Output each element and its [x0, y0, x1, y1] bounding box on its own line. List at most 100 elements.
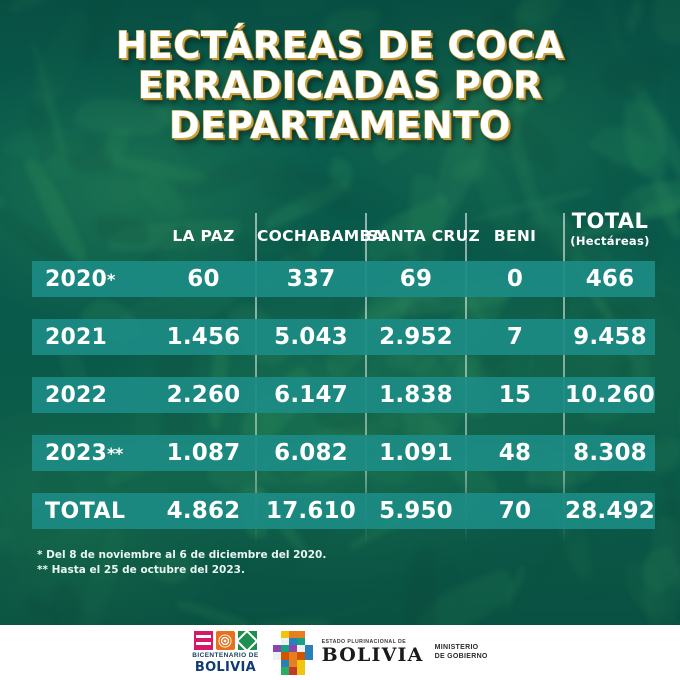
column-header-cochabamba: COCHABAMBA	[257, 227, 384, 245]
cell-year: 2022	[45, 382, 108, 408]
table-body: 2020 * 60 337 69 0 466 2021 1.456 5.043 2.952 7 9.45…	[0, 257, 680, 547]
row-highlight-band	[32, 493, 655, 529]
emblem-diamond-icon	[237, 631, 257, 650]
row-highlight-band	[32, 377, 655, 413]
cell-santacruz: 5.950	[379, 498, 453, 524]
table-header-row: LA PAZ COCHABAMBA SANTA CRUZ BENI TOTAL (Hect…	[0, 205, 680, 257]
cell-beni: 15	[498, 382, 532, 408]
bicentenario-logo: BICENTENARIO DE BOLIVIA	[192, 631, 258, 674]
gobierno-label-main: BOLIVIA	[321, 644, 424, 667]
wiphala-cell	[280, 667, 289, 675]
cell-santacruz: 2.952	[379, 324, 453, 350]
emblem-spiral-icon	[215, 631, 235, 650]
footnote-1: * Del 8 de noviembre al 6 de diciembre d…	[37, 549, 327, 561]
ministry-line-1: MINISTERIO	[434, 644, 479, 652]
wiphala-cell	[297, 659, 306, 668]
cell-year: TOTAL	[45, 498, 126, 524]
wiphala-cell	[305, 645, 314, 654]
column-header-label: COCHABAMBA	[257, 227, 384, 245]
wiphala-cell	[297, 630, 306, 639]
cell-lapaz: 4.862	[166, 498, 241, 524]
wiphala-cell	[289, 652, 297, 661]
cell-lapaz: 2.260	[166, 382, 241, 408]
cell-cochabamba: 6.082	[274, 440, 348, 466]
table-row: 2022 2.260 6.147 1.838 15 10.260	[0, 373, 680, 431]
bicentenario-label-top: BICENTENARIO DE	[192, 652, 259, 659]
row-highlight-band	[32, 435, 655, 471]
cell-total: 466	[585, 266, 635, 292]
title-line-3: DEPARTAMENTO	[168, 104, 511, 147]
cell-santacruz: 69	[399, 266, 433, 292]
wiphala-cell	[297, 645, 306, 654]
wiphala-cell	[289, 630, 297, 639]
cell-beni: 7	[506, 324, 524, 350]
wiphala-cell	[280, 630, 289, 639]
wiphala-cell	[272, 652, 281, 661]
row-highlight-band	[32, 319, 655, 355]
footnotes: * Del 8 de noviembre al 6 de diciembre d…	[37, 548, 326, 577]
wiphala-cell	[272, 645, 281, 654]
cell-year: 2023 **	[45, 440, 123, 466]
cell-total: 8.308	[573, 440, 647, 466]
wiphala-cell	[289, 659, 297, 668]
column-header-label: SANTA CRUZ	[367, 227, 481, 245]
wiphala-cell	[280, 645, 289, 654]
title-line-1: HECTÁREAS DE COCA	[115, 24, 565, 67]
data-table: LA PAZ COCHABAMBA SANTA CRUZ BENI TOTAL (Hect…	[0, 205, 680, 547]
gobierno-logo: ESTADO PLURINACIONAL DE BOLIVIA MINISTER…	[272, 630, 488, 675]
emblem-textile-icon	[193, 631, 213, 650]
cell-beni: 70	[498, 498, 532, 524]
column-header-label: TOTAL	[571, 209, 649, 233]
wiphala-cell	[280, 652, 289, 661]
column-header-label: BENI	[493, 227, 537, 245]
cell-cochabamba: 17.610	[266, 498, 356, 524]
cell-year: 2020 *	[45, 266, 115, 292]
wiphala-cell	[305, 652, 314, 661]
row-highlight-band	[32, 261, 655, 297]
cell-lapaz: 60	[187, 266, 220, 292]
cell-total: 10.260	[565, 382, 655, 408]
wiphala-cell	[289, 667, 297, 675]
cell-santacruz: 1.091	[379, 440, 453, 466]
title-line-2: ERRADICADAS POR	[137, 64, 543, 107]
wiphala-cross-icon	[272, 630, 315, 675]
column-header-total: TOTAL (Hectáreas)	[565, 209, 655, 248]
footnote-marker: *	[107, 269, 115, 289]
table-row: 2020 * 60 337 69 0 466	[0, 257, 680, 315]
cell-total: 28.492	[565, 498, 655, 524]
wiphala-cell	[289, 645, 297, 654]
wiphala-cell	[280, 637, 289, 646]
footer-logo-bar: BICENTENARIO DE BOLIVIA ESTADO PLURINACI…	[0, 625, 680, 680]
column-header-santacruz: SANTA CRUZ	[367, 227, 481, 245]
table-row: 2023 ** 1.087 6.082 1.091 48 8.308	[0, 431, 680, 489]
bicentenario-label-bottom: BOLIVIA	[194, 660, 257, 675]
cell-santacruz: 1.838	[379, 382, 453, 408]
ministry-wordmark: MINISTERIO DE GOBIERNO	[435, 644, 488, 660]
cell-total: 9.458	[573, 324, 647, 350]
bicentenario-emblem-icon	[193, 631, 257, 650]
gobierno-wordmark: ESTADO PLURINACIONAL DE BOLIVIA	[321, 638, 424, 667]
gobierno-label-top: ESTADO PLURINACIONAL DE	[321, 638, 407, 645]
wiphala-cell	[297, 637, 306, 646]
wiphala-cell	[289, 637, 297, 646]
wiphala-cell	[297, 667, 306, 675]
column-header-label: LA PAZ	[172, 227, 235, 245]
column-header-sublabel: (Hectáreas)	[570, 234, 650, 248]
table-row: TOTAL 4.862 17.610 5.950 70 28.492	[0, 489, 680, 547]
cell-year: 2021	[45, 324, 108, 350]
table-row: 2021 1.456 5.043 2.952 7 9.458	[0, 315, 680, 373]
cell-cochabamba: 6.147	[274, 382, 348, 408]
cell-cochabamba: 5.043	[274, 324, 348, 350]
cell-lapaz: 1.456	[166, 324, 241, 350]
footnote-marker: **	[107, 443, 123, 463]
cell-beni: 48	[498, 440, 532, 466]
footnote-2: ** Hasta el 25 de octubre del 2023.	[37, 563, 245, 576]
ministry-line-2: DE GOBIERNO	[434, 652, 488, 660]
cell-beni: 0	[506, 266, 524, 292]
wiphala-cell	[280, 659, 289, 668]
column-header-beni: BENI	[467, 227, 563, 245]
page-title: HECTÁREAS DE COCA ERRADICADAS POR DEPART…	[0, 24, 680, 147]
cell-cochabamba: 337	[286, 266, 336, 292]
column-header-lapaz: LA PAZ	[152, 227, 255, 245]
